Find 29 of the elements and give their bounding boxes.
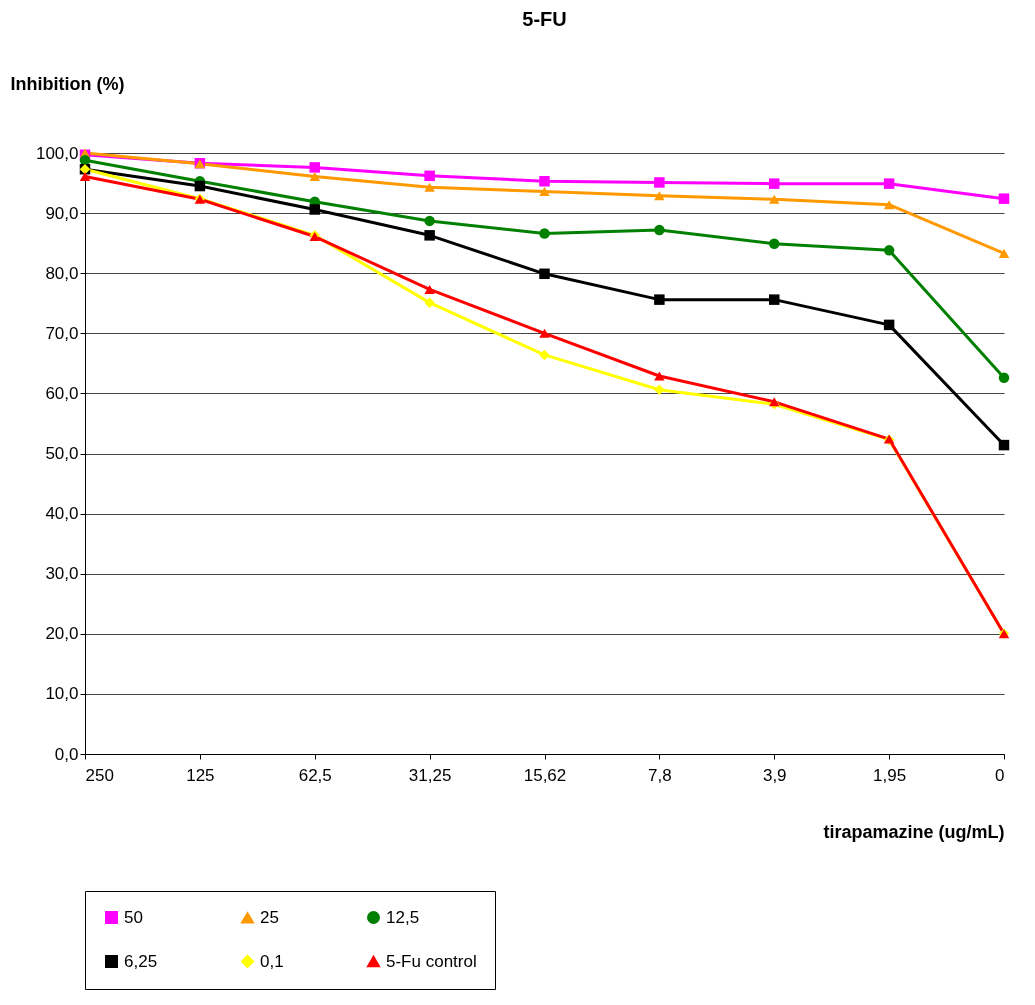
x-tick-label: 125: [186, 765, 215, 785]
y-tick-label: 100,0: [35, 143, 79, 163]
y-tick-label: 80,0: [45, 263, 79, 283]
x-tick-label: 1,95: [873, 765, 907, 785]
x-axis-title: tirapamazine (ug/mL): [823, 821, 1005, 842]
legend-label: 0,1: [260, 951, 284, 971]
y-tick-label: 20,0: [45, 624, 79, 644]
y-tick-label: 40,0: [45, 504, 79, 524]
y-tick-label: 90,0: [45, 203, 79, 223]
legend-label: 6,25: [124, 951, 158, 971]
y-tick-label: 60,0: [45, 383, 79, 403]
legend-label: 50: [124, 907, 143, 927]
x-tick-label: 3,9: [762, 765, 787, 785]
x-tick-label: 0: [995, 765, 1005, 785]
x-tick-label: 250: [85, 765, 114, 785]
x-tick-label: 15,62: [523, 765, 567, 785]
x-tick-label: 62,5: [298, 765, 332, 785]
legend-label: 12,5: [386, 907, 420, 927]
x-tick-label: 31,25: [408, 765, 452, 785]
chart-title: 5-FU: [522, 8, 567, 30]
legend-label: 25: [260, 907, 279, 927]
y-axis-title: Inhibition (%): [10, 73, 125, 94]
x-tick-label: 7,8: [648, 765, 672, 785]
legend-label: 5-Fu control: [386, 951, 477, 971]
y-tick-label: 0,0: [54, 744, 79, 764]
y-tick-label: 30,0: [45, 564, 79, 584]
y-tick-label: 50,0: [45, 444, 79, 463]
y-tick-label: 10,0: [45, 684, 79, 704]
y-tick-label: 70,0: [45, 323, 79, 343]
